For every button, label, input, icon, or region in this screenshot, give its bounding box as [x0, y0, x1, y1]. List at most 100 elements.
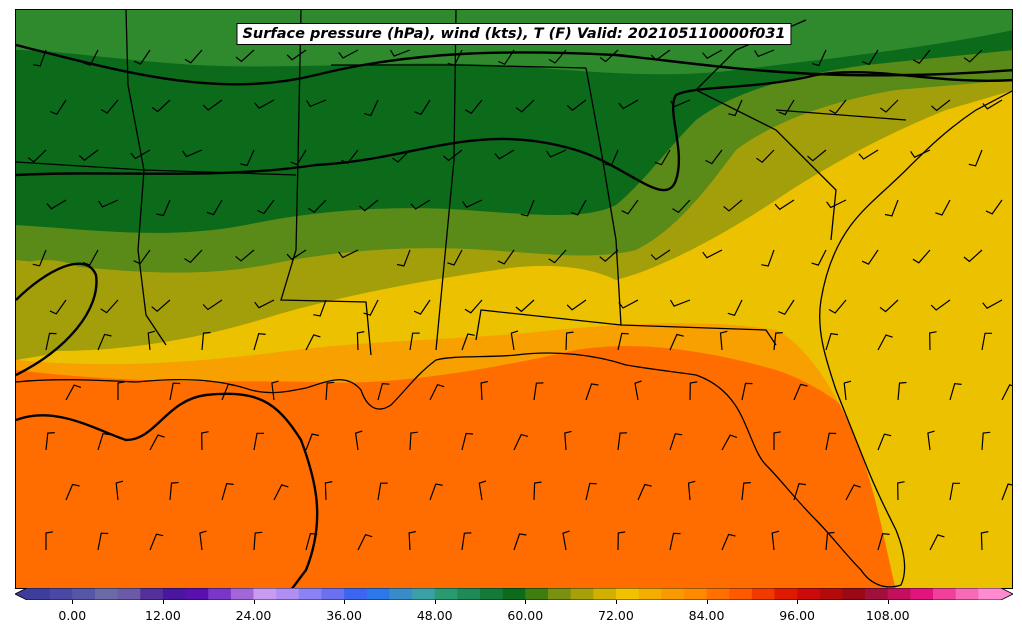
wind-barb [151, 299, 171, 312]
wind-barb [408, 530, 417, 551]
wind-barb [305, 334, 321, 351]
wind-barb [410, 199, 431, 210]
wind-barb [409, 431, 418, 451]
wind-barb [97, 433, 110, 451]
colorbar-tick-label: 48.00 [416, 608, 453, 623]
colorbar-segment [434, 588, 458, 600]
wind-barb [825, 531, 835, 551]
colorbar-segment [547, 588, 572, 600]
wind-barb [253, 432, 264, 451]
wind-barb [513, 533, 527, 551]
wind-barb [562, 530, 570, 551]
colorbar-segment [661, 588, 685, 600]
wind-barb [585, 482, 597, 501]
wind-barb [221, 483, 234, 501]
wind-barb [811, 249, 827, 266]
wind-barb [49, 299, 67, 315]
wind-barb [548, 49, 567, 64]
colorbar-segment [49, 588, 73, 600]
colorbar-segment [412, 588, 436, 600]
wind-barb [826, 199, 847, 209]
wind-barb [98, 199, 119, 208]
wind-barb [617, 432, 628, 451]
colorbar-segment [615, 588, 640, 600]
wind-barb [447, 49, 463, 67]
wind-barb [271, 380, 279, 401]
colorbar-segment [729, 588, 753, 600]
wind-barb [286, 49, 307, 61]
colorbar-segment [593, 588, 617, 600]
wind-barb [845, 484, 861, 501]
wind-barb [963, 49, 983, 63]
wind-barb [429, 383, 445, 401]
map-panel: Surface pressure (hPa), wind (kts), T (F… [15, 9, 1013, 589]
wind-barb [338, 249, 359, 259]
wind-barb [546, 149, 567, 158]
wind-barb [702, 249, 723, 259]
colorbar-segment [480, 588, 504, 600]
wind-barb [254, 99, 275, 109]
wind-barb [494, 149, 515, 160]
wind-barb [548, 249, 567, 264]
weather-map [16, 10, 1012, 588]
wind-barb [861, 249, 879, 265]
wind-barb [78, 149, 99, 161]
wind-barb [741, 482, 751, 501]
wind-barb [100, 299, 119, 314]
isobars [16, 43, 1012, 588]
wind-barb [721, 434, 738, 451]
colorbar-tick-mark [615, 600, 617, 604]
colorbar-tick-mark [344, 600, 346, 604]
colorbar-tick-mark [434, 600, 436, 604]
wind-barb [637, 483, 652, 501]
wind-barb [235, 249, 255, 262]
wind-barb [513, 433, 529, 451]
wind-barb [133, 49, 151, 65]
colorbar-tick-mark [706, 600, 708, 604]
wind-barb [308, 199, 327, 213]
colorbar-segment [140, 588, 164, 600]
wind-barb [33, 49, 47, 67]
wind-barb [564, 430, 572, 451]
wind-barb [305, 532, 318, 551]
colorbar-segment [797, 588, 821, 600]
wind-barb [858, 149, 879, 160]
wind-barb [273, 484, 289, 501]
colorbar-tick-label: 12.00 [145, 608, 181, 623]
wind-barb [1001, 483, 1012, 501]
wind-barb [389, 49, 411, 57]
map-title: Surface pressure (hPa), wind (kts), T (F… [236, 23, 792, 45]
wind-barb [778, 99, 795, 116]
wind-barb [27, 149, 47, 163]
colorbar-segment [321, 588, 345, 600]
wind-barb [897, 481, 905, 501]
wind-barb [565, 331, 574, 351]
wind-barb [877, 533, 890, 551]
wind-barb [515, 299, 535, 313]
colorbar-tick-label: 24.00 [235, 608, 272, 623]
wind-barb [414, 99, 431, 116]
wind-barb [510, 330, 519, 351]
wind-barb [32, 249, 47, 267]
wind-barb [363, 99, 379, 117]
wind-barb [634, 380, 642, 401]
colorbar-segment [276, 588, 300, 600]
wind-barb [447, 249, 463, 266]
wind-barb [670, 99, 691, 108]
wind-barb [621, 199, 639, 215]
wind-barb [793, 383, 808, 401]
wind-barb [912, 49, 931, 64]
wind-barb [929, 331, 937, 351]
wind-barb [115, 480, 124, 501]
wind-barb [980, 531, 989, 551]
wind-barb [949, 482, 960, 501]
wind-barb [429, 483, 443, 501]
wind-barb [912, 249, 931, 264]
wind-barb [45, 332, 57, 351]
wind-barb [599, 49, 619, 63]
colorbar-tick-label: 0.00 [58, 608, 87, 623]
wind-barb [689, 381, 698, 401]
wind-barb [618, 99, 639, 110]
wind-barb [929, 534, 945, 551]
colorbar-segment [683, 588, 708, 600]
